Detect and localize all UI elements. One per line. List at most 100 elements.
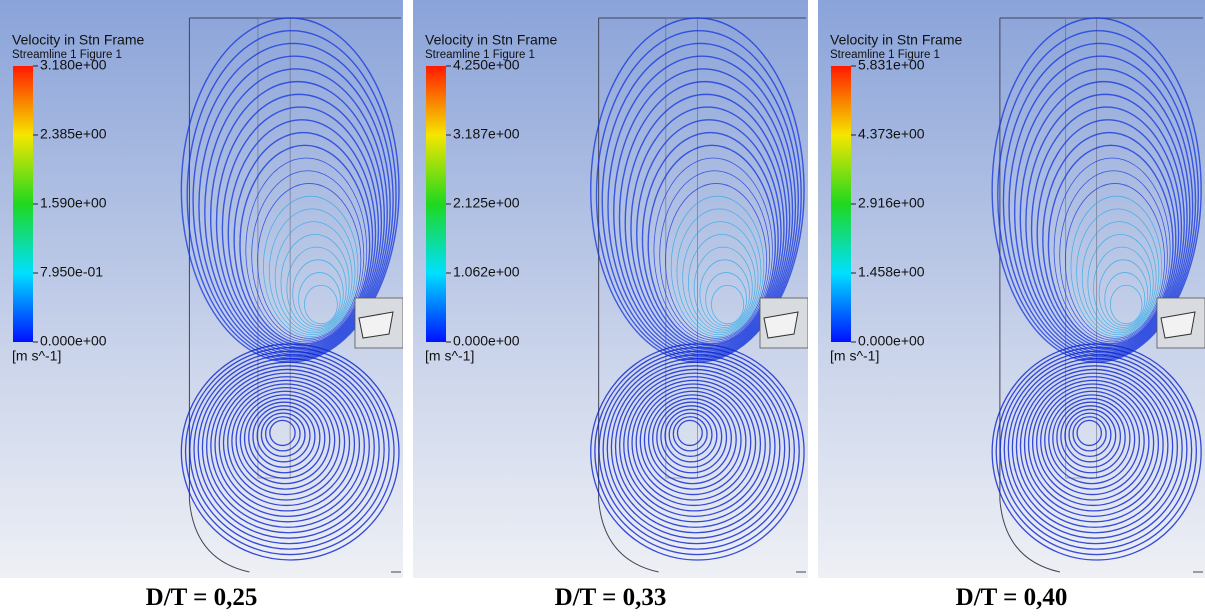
panel-caption: D/T = 0,40	[955, 584, 1068, 611]
streamline	[1087, 233, 1154, 332]
streamline	[664, 408, 718, 463]
legend-title: Velocity in Stn Frame	[830, 32, 962, 48]
streamline	[1027, 376, 1160, 512]
panel-caption: D/T = 0,25	[145, 584, 258, 611]
streamline	[1036, 383, 1150, 501]
streamline	[256, 408, 311, 463]
colorbar-label: 2.916e+00	[858, 195, 925, 211]
streamline	[218, 376, 356, 512]
streamline	[1019, 368, 1169, 523]
streamline	[607, 55, 797, 358]
streamline	[997, 30, 1200, 361]
streamline	[670, 195, 765, 337]
colorbar-label: 1.062e+00	[453, 264, 520, 280]
colorbar-label: 3.180e+00	[40, 57, 107, 73]
streamline	[1093, 246, 1151, 330]
streamline	[239, 144, 371, 345]
streamline	[1011, 361, 1179, 534]
streamline	[653, 157, 773, 343]
streamline	[248, 401, 321, 474]
streamline	[660, 405, 723, 468]
streamline	[652, 397, 732, 479]
streamline	[1109, 284, 1143, 325]
streamline	[286, 246, 347, 330]
streamline	[239, 394, 331, 485]
streamline	[641, 131, 779, 347]
streamline	[699, 259, 750, 328]
streamline	[264, 416, 301, 452]
streamline	[186, 30, 397, 361]
streamline	[688, 233, 756, 332]
streamline	[647, 144, 777, 345]
streamline	[214, 372, 361, 518]
streamline	[1059, 170, 1168, 341]
streamline	[1070, 195, 1163, 337]
streamline	[1044, 390, 1141, 490]
streamline	[298, 272, 341, 327]
streamline	[209, 80, 386, 354]
streamline	[1060, 405, 1122, 468]
streamline	[260, 412, 306, 458]
colorbar-label: 3.187e+00	[453, 126, 520, 142]
legend-unit: [m s^-1]	[830, 348, 879, 364]
colorbar	[426, 66, 446, 342]
streamline	[1076, 208, 1160, 336]
streamline	[623, 372, 766, 518]
legend-title: Velocity in Stn Frame	[12, 32, 144, 48]
legend-title: Velocity in Stn Frame	[425, 32, 557, 48]
colorbar	[13, 66, 33, 342]
colorbar-label: 5.831e+00	[858, 57, 925, 73]
streamline	[618, 80, 791, 354]
colorbar	[831, 66, 851, 342]
streamline	[189, 350, 390, 550]
streamline	[1007, 357, 1183, 539]
streamline	[606, 357, 786, 539]
streamline	[676, 419, 703, 447]
streamline	[1052, 397, 1131, 479]
legend-subtitle: Streamline 1 Figure 1	[425, 49, 535, 61]
streamline	[590, 343, 805, 561]
streamline	[1053, 157, 1171, 343]
streamline	[995, 346, 1198, 556]
streamline	[672, 416, 708, 452]
streamline	[635, 383, 752, 501]
streamline	[1064, 408, 1117, 463]
streamline	[1056, 401, 1126, 474]
streamline	[665, 183, 768, 339]
streamline	[643, 390, 742, 490]
streamline	[1030, 106, 1183, 350]
streamline	[631, 379, 757, 507]
streamline	[222, 379, 351, 507]
streamline	[619, 368, 771, 523]
streamline	[636, 119, 782, 349]
colorbar-label: 4.373e+00	[858, 126, 925, 142]
streamline	[1042, 131, 1177, 347]
streamline	[1040, 386, 1145, 496]
colorbar-label: 0.000e+00	[40, 333, 107, 349]
colorbar-label: 0.000e+00	[453, 333, 520, 349]
streamline	[1068, 412, 1112, 458]
streamline	[227, 119, 377, 349]
streamline	[251, 170, 365, 341]
streamline	[659, 170, 770, 341]
streamline	[184, 346, 395, 556]
streamline	[594, 346, 800, 556]
streamline	[263, 195, 359, 337]
streamline	[1031, 379, 1155, 507]
streamline	[245, 157, 368, 343]
legend-unit: [m s^-1]	[425, 348, 474, 364]
streamline	[682, 221, 759, 334]
streamline	[1003, 354, 1188, 545]
streamline	[991, 343, 1202, 561]
impeller-blade	[358, 311, 394, 339]
colorbar-label: 7.950e-01	[40, 264, 103, 280]
colorbar-label: 4.250e+00	[453, 57, 520, 73]
streamline	[193, 354, 385, 545]
streamline	[221, 106, 380, 350]
panel-caption: D/T = 0,33	[554, 584, 667, 611]
streamline	[1019, 80, 1188, 354]
streamline	[676, 208, 762, 336]
streamline	[1036, 119, 1180, 349]
legend-subtitle: Streamline 1 Figure 1	[830, 49, 940, 61]
streamline	[598, 350, 796, 550]
